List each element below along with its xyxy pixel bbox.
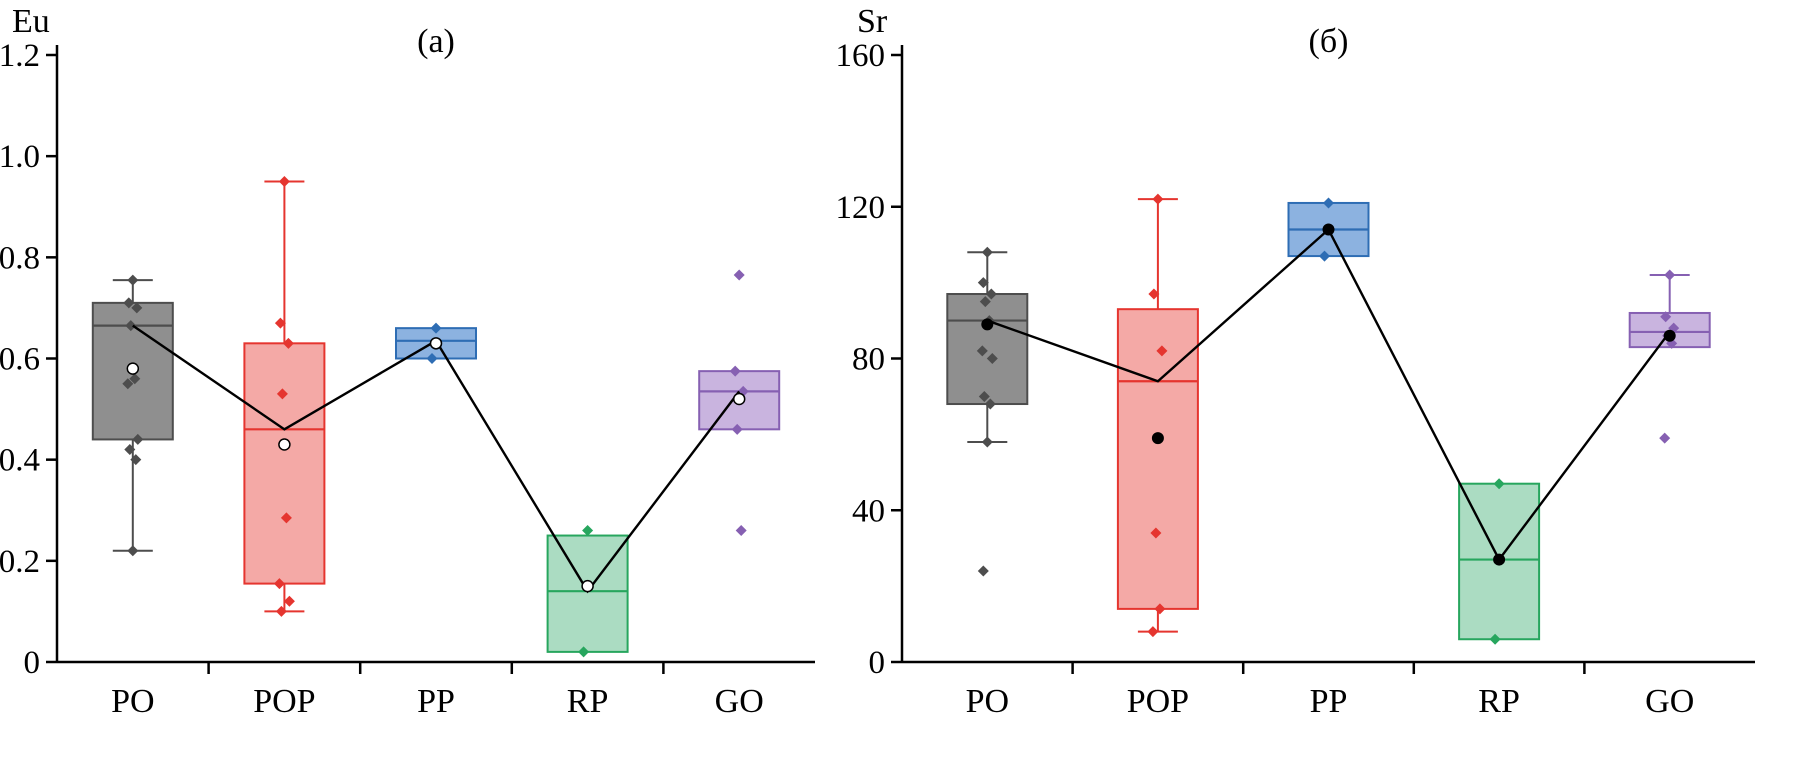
mean-marker bbox=[126, 362, 140, 375]
mean-marker bbox=[981, 318, 994, 331]
y-tick-label: 0.4 bbox=[0, 443, 40, 479]
data-point-diamond bbox=[735, 524, 747, 536]
data-point-diamond bbox=[1147, 626, 1159, 638]
data-point-diamond bbox=[1148, 288, 1160, 300]
box-rect bbox=[243, 342, 326, 585]
median-connector-line bbox=[986, 227, 1671, 562]
data-point-diamond bbox=[280, 512, 292, 524]
data-point-diamond bbox=[986, 353, 998, 364]
y-tick-label: 1.2 bbox=[0, 38, 40, 74]
box-pop bbox=[1116, 193, 1199, 638]
box-po bbox=[946, 246, 1029, 577]
data-point-diamond bbox=[127, 545, 139, 557]
data-point-diamond bbox=[1150, 527, 1162, 539]
box-pop bbox=[243, 175, 326, 617]
data-point-diamond bbox=[981, 436, 993, 448]
data-point-diamond bbox=[426, 353, 438, 364]
y-tick-label: 160 bbox=[836, 38, 886, 74]
data-point-diamond bbox=[978, 390, 990, 402]
data-point-diamond bbox=[1493, 478, 1505, 490]
mean-marker bbox=[278, 438, 291, 451]
data-point-diamond bbox=[130, 454, 142, 466]
mean-marker bbox=[581, 579, 594, 593]
y-tick-label: 0 bbox=[24, 645, 41, 681]
data-point-diamond bbox=[1152, 193, 1164, 205]
data-point-diamond bbox=[131, 302, 143, 314]
box-rect bbox=[1116, 308, 1199, 610]
data-point-diamond bbox=[1323, 197, 1334, 209]
data-point-diamond bbox=[1319, 250, 1330, 262]
y-tick-label: 120 bbox=[836, 190, 886, 226]
data-point-diamond bbox=[979, 296, 991, 308]
data-point-diamond bbox=[1156, 345, 1168, 357]
category-label: GO bbox=[715, 683, 764, 720]
category-label: GO bbox=[1645, 683, 1694, 720]
mean-marker bbox=[1151, 432, 1164, 445]
data-point-diamond bbox=[125, 320, 137, 332]
y-tick-label: 40 bbox=[852, 493, 885, 529]
box-rect bbox=[946, 293, 1029, 406]
category-label: PO bbox=[966, 683, 1009, 720]
y-tick-label: 0.8 bbox=[0, 240, 40, 276]
mean-marker bbox=[732, 392, 746, 406]
data-point-diamond bbox=[122, 378, 134, 390]
data-point-diamond bbox=[275, 605, 287, 617]
data-point-diamond bbox=[985, 288, 997, 300]
data-point-diamond bbox=[123, 297, 135, 309]
data-point-diamond bbox=[283, 595, 295, 607]
y-tick-label: 80 bbox=[852, 342, 885, 378]
mean-marker bbox=[1663, 329, 1676, 342]
data-point-diamond bbox=[977, 565, 989, 577]
y-axis-unit-label: Eu bbox=[12, 3, 50, 40]
data-point-diamond bbox=[731, 423, 743, 435]
data-point-diamond bbox=[430, 322, 442, 334]
chart-panel-a: 0 0.2 0.4 0.6 0.8 1.0 1.2 PO POP PP RP GO Eu (а) bbox=[0, 3, 815, 720]
box-go bbox=[1628, 269, 1711, 444]
data-point-diamond bbox=[1664, 269, 1676, 281]
category-label: RP bbox=[567, 683, 609, 720]
category-label: PP bbox=[1310, 683, 1348, 720]
data-point-diamond bbox=[1660, 311, 1672, 323]
data-point-diamond bbox=[1154, 603, 1166, 615]
data-point-diamond bbox=[981, 246, 993, 258]
data-point-diamond bbox=[274, 317, 286, 329]
chart-panel-b: 0 40 80 120 160 PO POP PP RP GO Sr (б) bbox=[836, 3, 1755, 720]
data-point-diamond bbox=[129, 373, 141, 385]
category-label: PP bbox=[417, 683, 455, 720]
data-point-diamond bbox=[282, 337, 294, 349]
data-point-diamond bbox=[132, 433, 144, 445]
category-label: PO bbox=[111, 683, 154, 720]
box-po bbox=[91, 274, 174, 557]
y-axis-unit-label: Sr bbox=[857, 3, 888, 40]
mean-marker bbox=[1493, 553, 1506, 566]
data-point-diamond bbox=[582, 524, 594, 536]
data-point-diamond bbox=[578, 646, 590, 658]
data-point-diamond bbox=[278, 175, 290, 187]
data-point-diamond bbox=[976, 345, 988, 357]
y-tick-label: 0 bbox=[869, 645, 886, 681]
data-point-diamond bbox=[276, 388, 288, 400]
chart-title: (б) bbox=[1309, 23, 1349, 60]
data-point-diamond bbox=[733, 269, 745, 281]
data-point-diamond bbox=[977, 277, 989, 289]
data-point-diamond bbox=[273, 578, 285, 590]
y-tick-label: 0.2 bbox=[0, 544, 40, 580]
mean-marker bbox=[429, 337, 443, 350]
category-label: POP bbox=[1127, 683, 1189, 720]
data-point-diamond bbox=[729, 365, 741, 377]
median-connector-line bbox=[132, 324, 741, 594]
data-point-diamond bbox=[1659, 432, 1671, 444]
category-label: POP bbox=[253, 683, 315, 720]
y-tick-label: 1.0 bbox=[0, 139, 40, 175]
data-point-diamond bbox=[1489, 633, 1501, 645]
mean-marker bbox=[1322, 223, 1335, 236]
data-point-diamond bbox=[984, 398, 996, 410]
data-point-diamond bbox=[124, 444, 136, 456]
category-label: RP bbox=[1478, 683, 1520, 720]
chart-title: (а) bbox=[417, 23, 455, 60]
y-tick-label: 0.6 bbox=[0, 342, 40, 378]
data-point-diamond bbox=[127, 274, 139, 286]
